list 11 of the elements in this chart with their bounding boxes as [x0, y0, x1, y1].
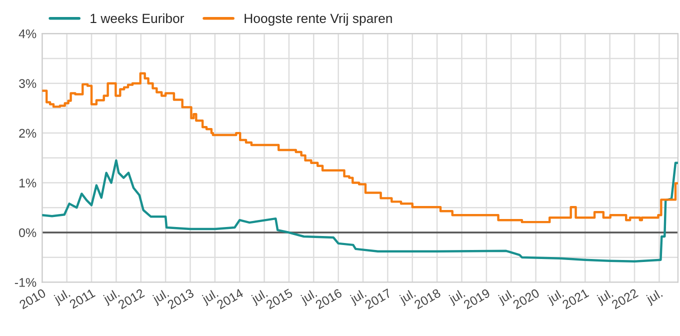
y-tick-label: 3% [19, 79, 36, 88]
line-series [42, 159, 678, 262]
y-tick-label: 2% [19, 128, 36, 138]
legend-label: Hoogste rente Vrij sparen [244, 13, 392, 26]
y-tick-label: 0% [19, 228, 36, 238]
legend-label: 1 weeks Euribor [90, 13, 184, 24]
y-tick-label: 4% [18, 29, 36, 38]
y-tick-label: -1% [14, 278, 36, 287]
y-tick-label: 1% [19, 178, 36, 188]
x-tick-label: jul. [645, 288, 664, 306]
x-tick-label: 2010 [18, 288, 46, 310]
